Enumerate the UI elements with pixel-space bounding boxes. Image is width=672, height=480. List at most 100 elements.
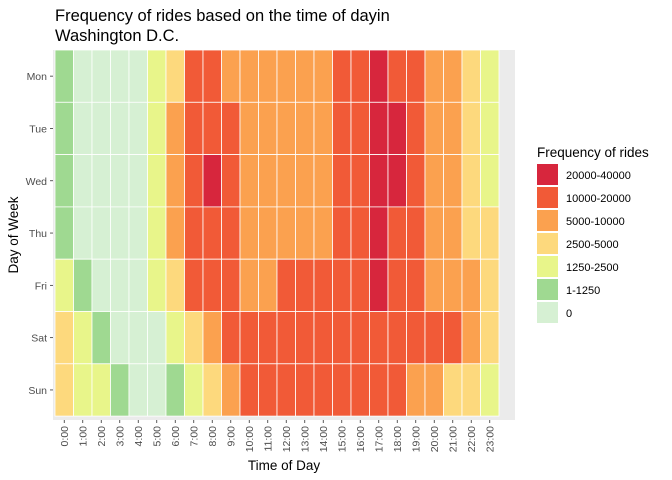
- heatmap-cell-wed-16: [350, 154, 370, 208]
- heatmap-cell-sat-20: [424, 311, 444, 365]
- legend-label: 20000-40000: [566, 170, 631, 182]
- y-tick-label: Thu: [29, 228, 47, 240]
- heatmap-cell-mon-8: [202, 49, 222, 103]
- x-tick-label: 19:00: [410, 426, 422, 452]
- heatmap-cell-wed-7: [184, 154, 204, 208]
- heatmap-cell-wed-17: [369, 154, 389, 208]
- heatmap-cell-fri-9: [221, 258, 241, 312]
- heatmap-cell-mon-16: [350, 49, 370, 103]
- legend: 20000-40000 10000-20000 5000-10000 2500-500…: [537, 164, 631, 323]
- x-axis-ticks: 0:00 1:00 2:00 3:00 4:00 5:00 6:00 7:00 8:00 9:00…: [59, 420, 496, 452]
- legend-key: [537, 233, 558, 254]
- legend-label: 1250-2500: [566, 262, 619, 274]
- heatmap-cell-wed-11: [258, 154, 278, 208]
- heatmap-cell-thu-4: [128, 206, 148, 260]
- heatmap-cell-wed-19: [406, 154, 426, 208]
- x-tick-label: 7:00: [188, 426, 200, 447]
- heatmap-cell-wed-14: [313, 154, 333, 208]
- heatmap-cell-mon-14: [313, 49, 333, 103]
- heatmap-cell-mon-12: [276, 49, 296, 103]
- legend-label: 0: [566, 308, 572, 320]
- heatmap-cell-tue-10: [239, 101, 259, 156]
- heatmap-cell-wed-9: [221, 154, 241, 208]
- legend-label: 5000-10000: [566, 216, 625, 228]
- heatmap-cell-mon-17: [369, 49, 389, 103]
- heatmap-cell-sun-6: [165, 363, 185, 417]
- heatmap-cell-sat-4: [128, 311, 148, 365]
- heatmap-cell-thu-8: [202, 206, 222, 260]
- heatmap-cell-sat-2: [91, 311, 111, 365]
- heatmap-cell-fri-18: [387, 258, 407, 312]
- heatmap-cell-mon-7: [184, 49, 204, 103]
- heatmap-cell-fri-14: [313, 258, 333, 312]
- heatmap-cell-thu-1: [73, 206, 93, 260]
- x-tick-label: 14:00: [318, 426, 330, 452]
- x-tick-label: 5:00: [151, 426, 163, 447]
- heatmap-cell-tue-17: [369, 101, 389, 156]
- heatmap-cell-mon-0: [54, 49, 74, 103]
- y-tick-label: Wed: [26, 176, 48, 188]
- x-tick-label: 23:00: [484, 426, 496, 452]
- heatmap-cell-sun-4: [128, 363, 148, 417]
- x-tick-label: 13:00: [299, 426, 311, 452]
- heatmap-cell-fri-7: [184, 258, 204, 312]
- heatmap-cell-thu-0: [54, 206, 74, 260]
- heatmap-cell-sat-12: [276, 311, 296, 365]
- heatmap-cell-tue-3: [110, 101, 130, 156]
- heatmap-cell-tue-5: [147, 101, 167, 156]
- heatmap-cell-tue-9: [221, 101, 241, 156]
- heatmap-cell-sat-8: [202, 311, 222, 365]
- heatmap-cell-tue-4: [128, 101, 148, 156]
- heatmap-cell-sat-22: [461, 311, 481, 365]
- heatmap-cell-sun-0: [54, 363, 74, 417]
- heatmap-cell-fri-2: [91, 258, 111, 312]
- x-tick-label: 9:00: [225, 426, 237, 447]
- heatmap-cell-sun-9: [221, 363, 241, 417]
- legend-label: 10000-20000: [566, 193, 631, 205]
- heatmap-cells: [54, 49, 500, 417]
- heatmap-cell-wed-10: [239, 154, 259, 208]
- heatmap-cell-sun-5: [147, 363, 167, 417]
- x-tick-label: 3:00: [114, 426, 126, 447]
- heatmap-cell-sun-2: [91, 363, 111, 417]
- x-tick-label: 2:00: [96, 426, 108, 447]
- heatmap-cell-mon-2: [91, 49, 111, 103]
- heatmap-cell-fri-12: [276, 258, 296, 312]
- heatmap-cell-thu-12: [276, 206, 296, 260]
- heatmap-cell-mon-13: [295, 49, 315, 103]
- heatmap-cell-thu-10: [239, 206, 259, 260]
- heatmap-cell-sun-17: [369, 363, 389, 417]
- heatmap-cell-fri-23: [480, 258, 500, 312]
- heatmap-cell-fri-15: [332, 258, 352, 312]
- heatmap-cell-mon-15: [332, 49, 352, 103]
- heatmap-cell-fri-13: [295, 258, 315, 312]
- heatmap-cell-sat-21: [443, 311, 463, 365]
- heatmap-cell-sat-7: [184, 311, 204, 365]
- heatmap-cell-thu-21: [443, 206, 463, 260]
- heatmap-cell-thu-16: [350, 206, 370, 260]
- legend-key: [537, 210, 558, 231]
- heatmap-cell-fri-4: [128, 258, 148, 312]
- x-tick-label: 11:00: [262, 426, 274, 452]
- heatmap-cell-wed-6: [165, 154, 185, 208]
- heatmap-cell-sun-7: [184, 363, 204, 417]
- heatmap-cell-sat-11: [258, 311, 278, 365]
- heatmap-cell-sun-21: [443, 363, 463, 417]
- heatmap-cell-tue-21: [443, 101, 463, 156]
- heatmap-cell-sat-9: [221, 311, 241, 365]
- heatmap-cell-sat-23: [480, 311, 500, 365]
- heatmap-cell-sun-8: [202, 363, 222, 417]
- heatmap-cell-tue-13: [295, 101, 315, 156]
- heatmap-cell-sat-18: [387, 311, 407, 365]
- heatmap-cell-thu-20: [424, 206, 444, 260]
- heatmap-cell-mon-18: [387, 49, 407, 103]
- heatmap-cell-sat-19: [406, 311, 426, 365]
- heatmap-cell-sun-10: [239, 363, 259, 417]
- heatmap-cell-fri-6: [165, 258, 185, 312]
- heatmap-cell-wed-2: [91, 154, 111, 208]
- heatmap-cell-wed-22: [461, 154, 481, 208]
- heatmap-cell-wed-20: [424, 154, 444, 208]
- heatmap-cell-wed-0: [54, 154, 74, 208]
- heatmap-cell-mon-22: [461, 49, 481, 103]
- heatmap-cell-sun-18: [387, 363, 407, 417]
